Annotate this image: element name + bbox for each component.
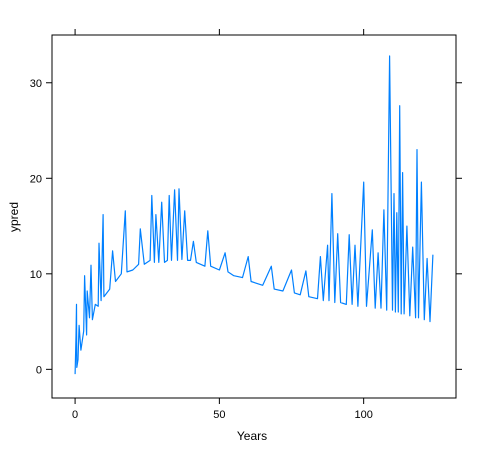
y-axis-label: ypred	[7, 202, 21, 232]
x-axis-label: Years	[237, 429, 267, 443]
ticks-layer: 0 50 100 0 10 20 30	[30, 29, 462, 421]
plot-area	[74, 55, 434, 375]
x-tick-label: 0	[72, 409, 78, 421]
plot-frame	[51, 34, 457, 399]
x-tick-label: 100	[354, 409, 372, 421]
y-tick-label: 0	[36, 364, 42, 376]
y-tick-label: 20	[30, 173, 42, 185]
x-tick-label: 50	[213, 409, 225, 421]
y-tick-label: 30	[30, 78, 42, 90]
series-layer	[74, 55, 434, 375]
y-tick-label: 10	[30, 269, 42, 281]
series-line	[74, 55, 434, 375]
